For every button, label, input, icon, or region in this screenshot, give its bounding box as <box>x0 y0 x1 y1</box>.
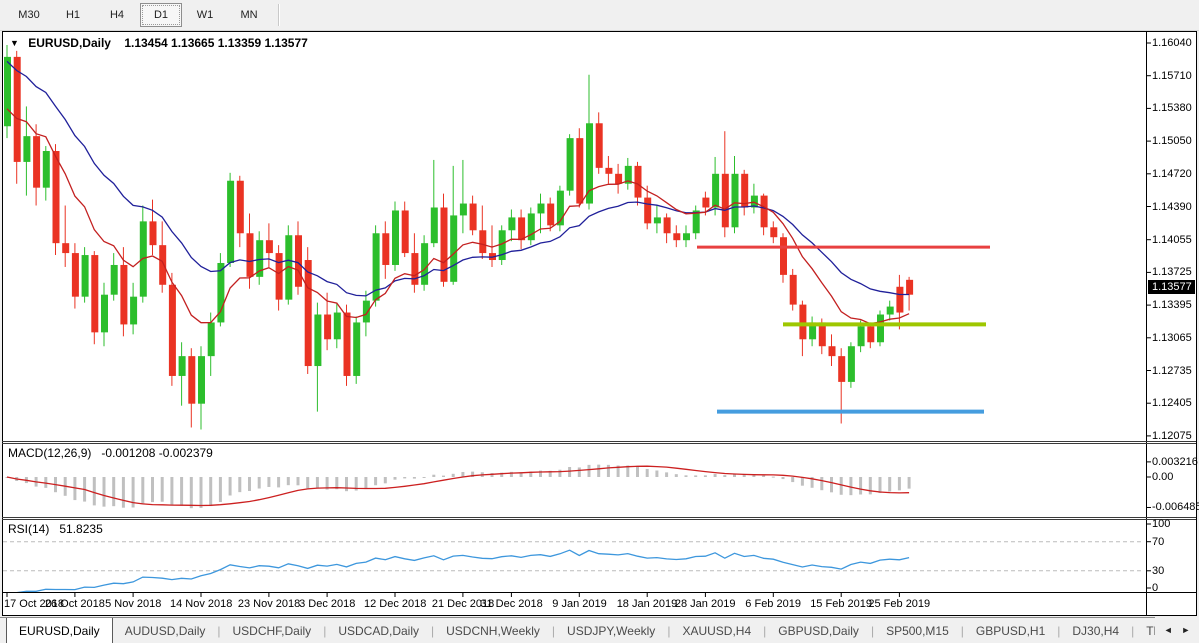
price-axis-label: 1.13065 <box>1152 331 1192 344</box>
date-axis-label: 31 Dec 2018 <box>480 598 543 610</box>
tab-gbpusd[interactable]: GBPUSD,Daily <box>778 624 859 638</box>
rsi-label: RSI(14) 51.8235 <box>8 522 103 536</box>
date-axis-label: 6 Feb 2019 <box>745 598 801 610</box>
timeframe-toolbar: M30 H1 H4 D1 W1 MN <box>0 0 1199 31</box>
date-axis-label: 18 Jan 2019 <box>616 598 678 610</box>
tab-separator: | <box>431 624 435 638</box>
price-axis-label: 1.12405 <box>1152 397 1192 410</box>
timeframe-button-h1[interactable]: H1 <box>65 9 81 21</box>
price-axis-label: 1.14720 <box>1152 167 1192 180</box>
tabs-scroll-left-button[interactable]: ◄ <box>1163 625 1173 635</box>
chart-symbol: EURUSD,Daily <box>28 36 111 50</box>
price-pane[interactable] <box>4 44 990 430</box>
tab-separator: | <box>667 624 671 638</box>
date-axis-label: 9 Jan 2019 <box>552 598 607 610</box>
tab-sp500[interactable]: SP500,M15 <box>886 624 949 638</box>
tab-separator: | <box>763 624 767 638</box>
tab-audusd[interactable]: AUDUSD,Daily <box>124 624 206 638</box>
price-axis-label: 1.12075 <box>1152 429 1192 442</box>
current-price-tag: 1.13577 <box>1148 280 1195 294</box>
rsi-axis-label: 100 <box>1152 518 1171 530</box>
tab-dj30[interactable]: DJ30,H4 <box>1072 624 1120 638</box>
timeframe-button-d1[interactable]: D1 <box>140 3 182 27</box>
rsi-pane[interactable] <box>3 541 1144 593</box>
tab-separator: | <box>551 624 556 638</box>
date-axis-label: 28 Jan 2019 <box>674 598 736 610</box>
price-axis-label: 1.14055 <box>1152 233 1192 246</box>
price-axis-label: 1.13725 <box>1152 266 1192 279</box>
date-axis-label: 12 Dec 2018 <box>364 598 427 610</box>
macd-label: MACD(12,26,9) -0.001208 -0.002379 <box>8 446 213 460</box>
tab-separator: | <box>1057 624 1061 638</box>
tab-separator: | <box>960 624 964 638</box>
price-axis-label: 1.14390 <box>1152 200 1192 213</box>
price-axis-label: 1.16040 <box>1152 37 1192 49</box>
date-axis-label: 25 Feb 2019 <box>868 598 931 610</box>
tab-usdcad[interactable]: USDCAD,Daily <box>338 624 419 638</box>
rsi-axis-label: 70 <box>1152 535 1165 548</box>
chart-tabs-bar: EURUSD,Daily AUDUSD,Daily | USDCHF,Daily | US… <box>0 617 1199 643</box>
rsi-axis-label: 30 <box>1152 564 1165 577</box>
tab-separator: | <box>217 624 221 638</box>
tabs-scroll-right-button[interactable]: ► <box>1181 625 1191 635</box>
timeframe-button-m30[interactable]: M30 <box>18 9 40 21</box>
chart-ohlc-values: 1.13454 1.13665 1.13359 1.13577 <box>124 36 308 50</box>
rsi-value: 51.8235 <box>59 522 103 536</box>
macd-values: -0.001208 -0.002379 <box>101 446 213 460</box>
rsi-axis-label: 0 <box>1152 582 1159 594</box>
tab-usdcnh[interactable]: USDCNH,Weekly <box>446 624 540 638</box>
price-axis-label: 1.15380 <box>1152 102 1192 115</box>
date-axis-label: 17 Oct 2018 <box>4 598 64 610</box>
price-axis-label: 1.12735 <box>1152 364 1192 377</box>
tab-separator: | <box>1131 624 1135 638</box>
date-axis-label: 5 Nov 2018 <box>105 598 162 610</box>
tab-separator: | <box>870 624 875 638</box>
price-axis-label: 1.15050 <box>1152 135 1192 148</box>
date-axis-label: 15 Feb 2019 <box>810 598 872 610</box>
timeframe-button-mn[interactable]: MN <box>240 9 258 21</box>
macd-axis-label: -0.006485 <box>1152 501 1199 514</box>
symbol-dropdown-icon[interactable]: ▼ <box>10 38 19 48</box>
rsi-line <box>16 549 910 592</box>
price-axis-label: 1.13395 <box>1152 299 1192 312</box>
date-axis-label: 3 Dec 2018 <box>299 598 356 610</box>
price-axis-label: 1.15710 <box>1152 69 1192 82</box>
date-axis-label: 23 Nov 2018 <box>237 598 301 610</box>
tab-separator: | <box>323 624 327 638</box>
date-axis-label: 21 Dec 2018 <box>431 598 495 610</box>
tab-usdjpy[interactable]: USDJPY,Weekly <box>567 624 656 638</box>
chart-title: ▼ EURUSD,Daily 1.13454 1.13665 1.13359 1… <box>10 36 308 50</box>
ma-fast-line <box>6 108 910 325</box>
chart-canvas[interactable] <box>2 31 1197 616</box>
toolbar-separator <box>278 4 280 26</box>
macd-axis-label: 0.00 <box>1152 471 1174 483</box>
tab-eurusd[interactable]: EURUSD,Daily <box>6 618 113 643</box>
tab-usdchf[interactable]: USDCHF,Daily <box>232 624 312 638</box>
timeframe-button-h4[interactable]: H4 <box>109 9 125 21</box>
ma-slow-line <box>6 60 910 297</box>
tabs-scroll-arrows: ◄ ► <box>1155 617 1199 643</box>
tab-gbpusd[interactable]: GBPUSD,H1 <box>975 624 1046 638</box>
timeframe-button-w1[interactable]: W1 <box>196 9 214 21</box>
macd-signal-line <box>6 465 910 507</box>
date-axis-label: 14 Nov 2018 <box>170 598 233 610</box>
tab-xauusd[interactable]: XAUUSD,H4 <box>682 624 752 638</box>
chart-window: ▼ EURUSD,Daily 1.13454 1.13665 1.13359 1… <box>2 31 1199 616</box>
macd-pane[interactable] <box>5 464 911 509</box>
date-axis-label: 26 Oct 2018 <box>44 598 105 610</box>
macd-axis-label: 0.003216 <box>1152 455 1198 468</box>
